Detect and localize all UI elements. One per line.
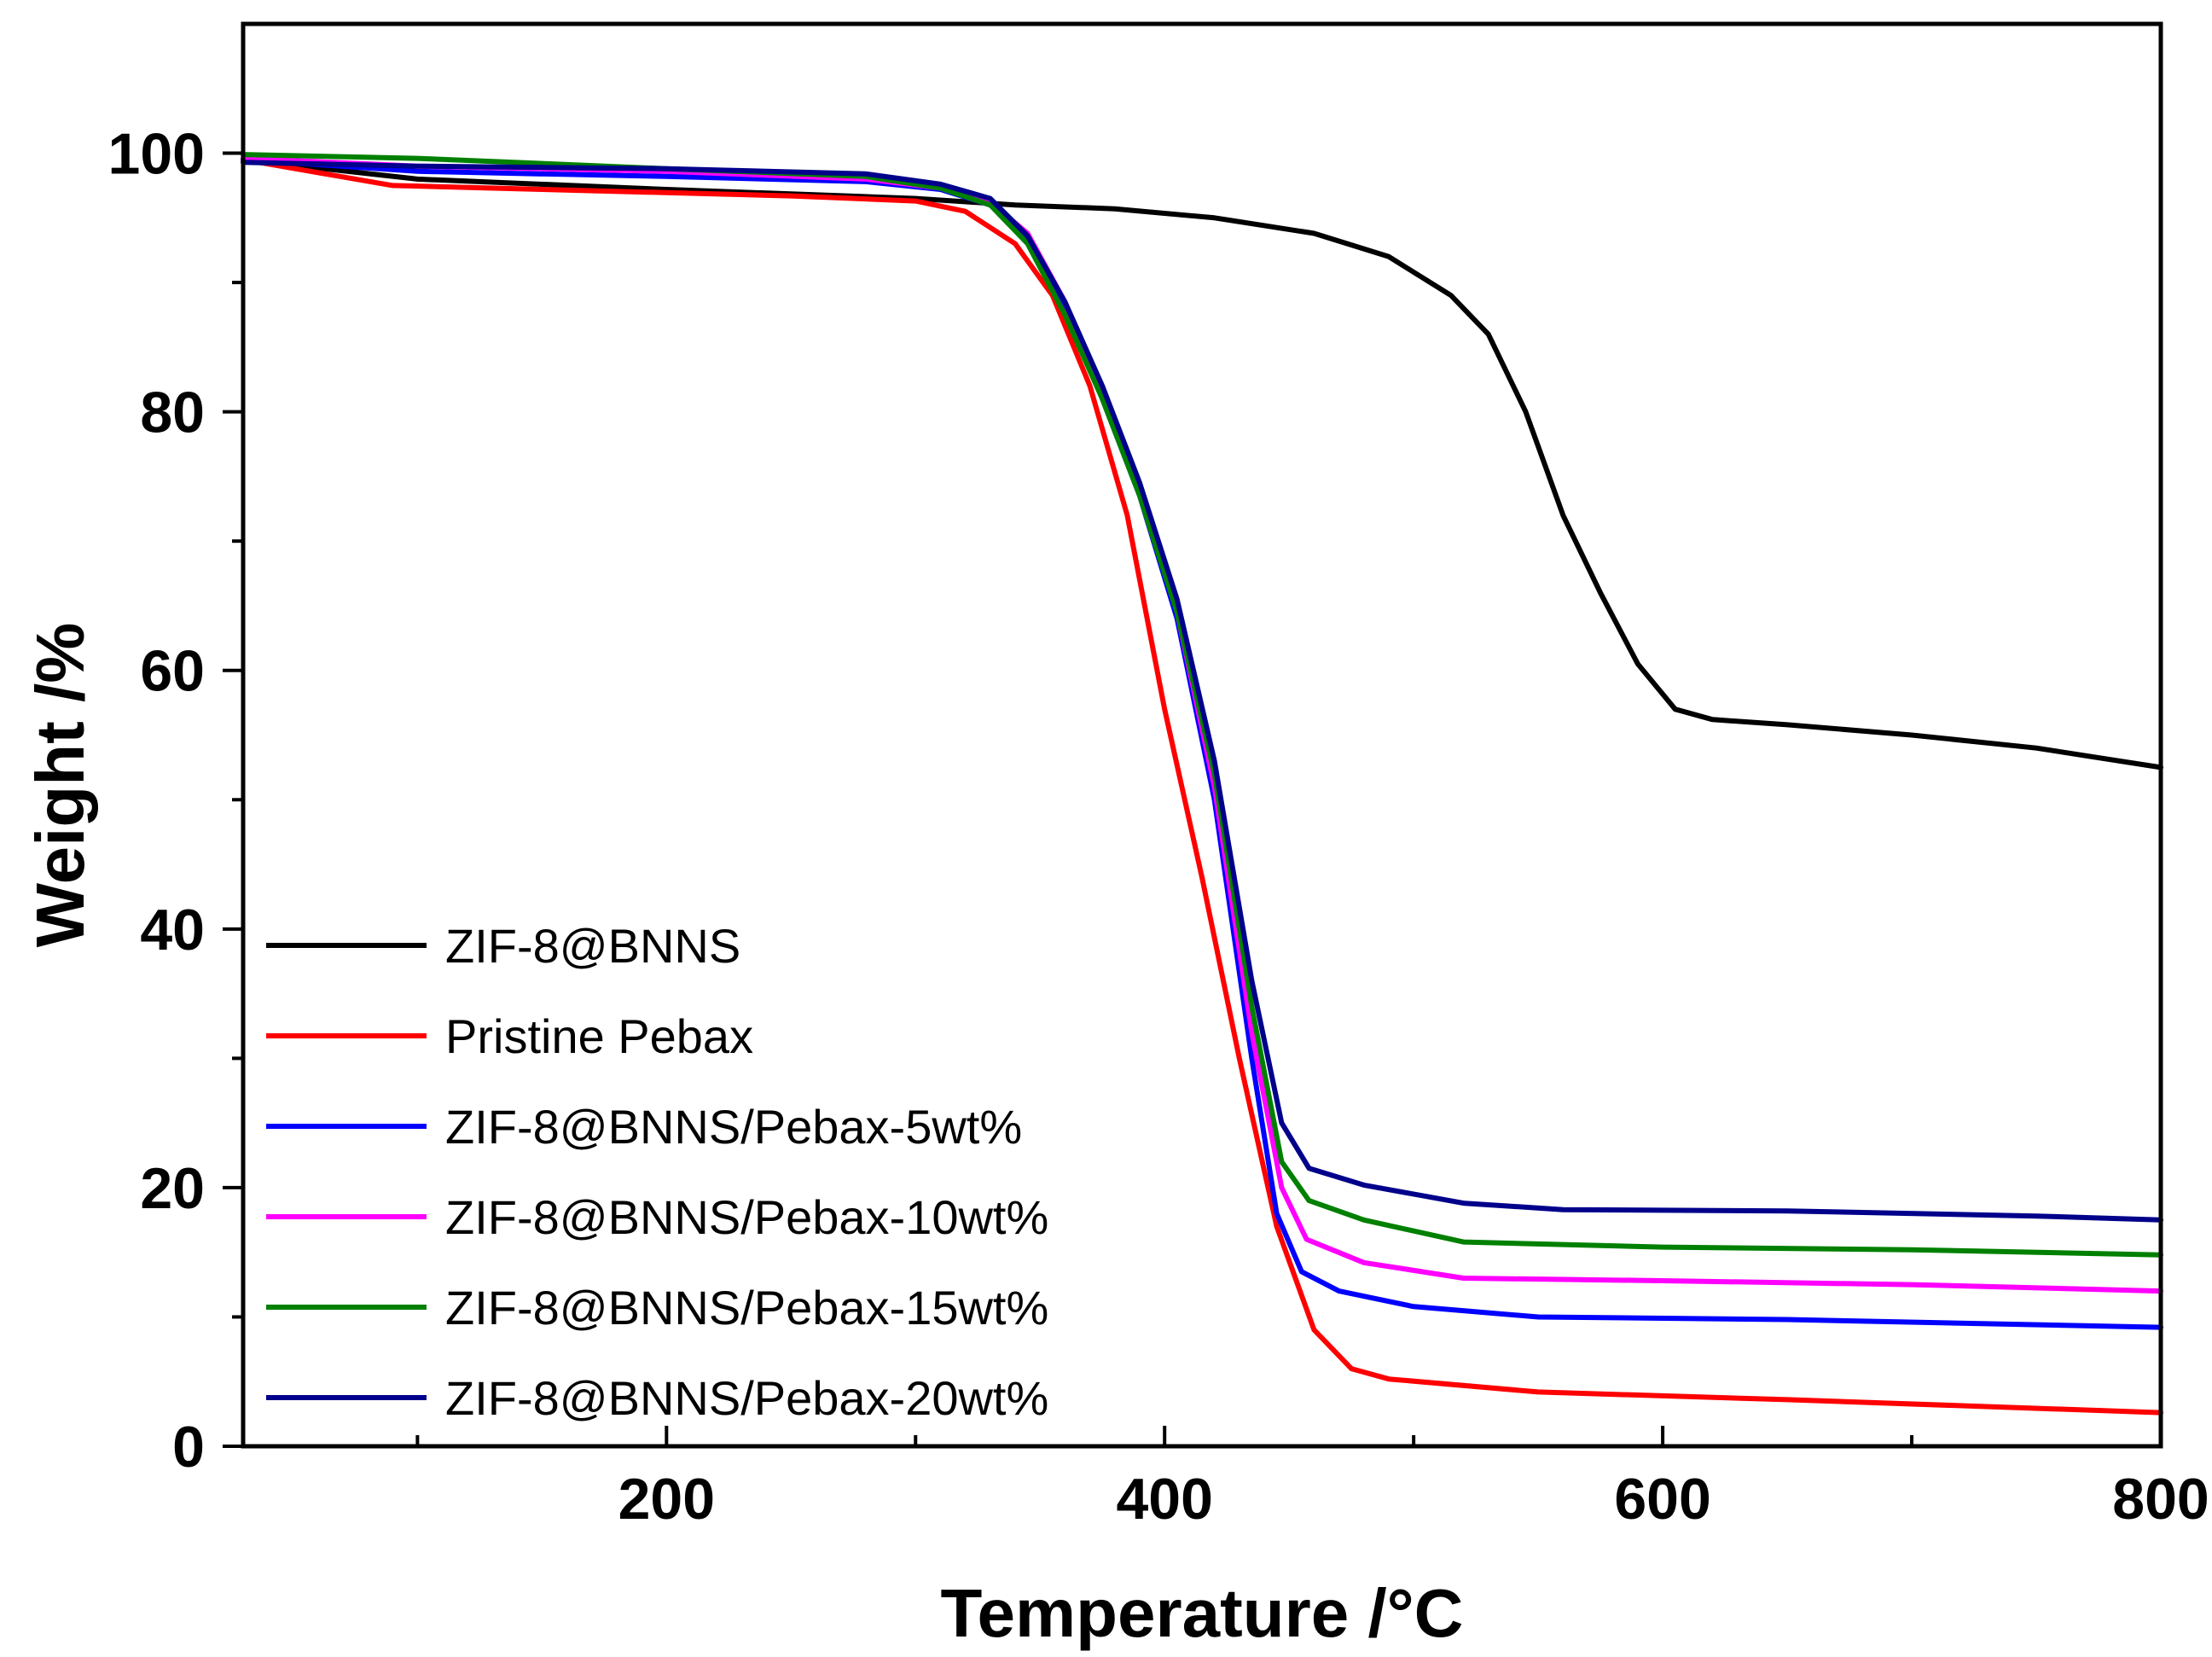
series-line-2 xyxy=(241,157,2163,1416)
x-tick-label: 800 xyxy=(2112,1467,2209,1532)
ticks-layer: 200 400 600 800 0 20 40 60 80 100 xyxy=(108,122,2209,1532)
legend-label-4: ZIF-8@BNNS/Pebax-10wt% xyxy=(445,1190,1048,1244)
x-tick-label: 600 xyxy=(1614,1467,1710,1532)
y-tick-label: 40 xyxy=(140,898,205,962)
legend-label-3: ZIF-8@BNNS/Pebax-5wt% xyxy=(445,1100,1022,1154)
series-line-1 xyxy=(241,157,2163,770)
y-tick-label: 60 xyxy=(140,639,205,704)
x-axis-title: Temperature /°C xyxy=(941,1575,1464,1651)
x-tick-label: 200 xyxy=(618,1467,715,1532)
series-line-6 xyxy=(241,160,2163,1223)
legend-label-5: ZIF-8@BNNS/Pebax-15wt% xyxy=(445,1281,1048,1334)
x-tick-label: 400 xyxy=(1116,1467,1212,1532)
y-tick-label: 0 xyxy=(172,1415,205,1480)
series-layer xyxy=(241,152,2163,1416)
legend: ZIF-8@BNNS Pristine Pebax ZIF-8@BNNS/Pebax… xyxy=(266,919,1048,1425)
plot-frame xyxy=(241,21,2163,1449)
y-tick-label: 80 xyxy=(140,381,205,445)
legend-label-1: ZIF-8@BNNS xyxy=(445,919,740,973)
y-tick-label: 20 xyxy=(140,1156,205,1221)
legend-label-6: ZIF-8@BNNS/Pebax-20wt% xyxy=(445,1371,1048,1425)
y-tick-label: 100 xyxy=(108,122,205,187)
y-axis-title: Weight /% xyxy=(22,623,98,948)
legend-label-2: Pristine Pebax xyxy=(445,1009,753,1063)
series-line-5 xyxy=(241,152,2163,1258)
